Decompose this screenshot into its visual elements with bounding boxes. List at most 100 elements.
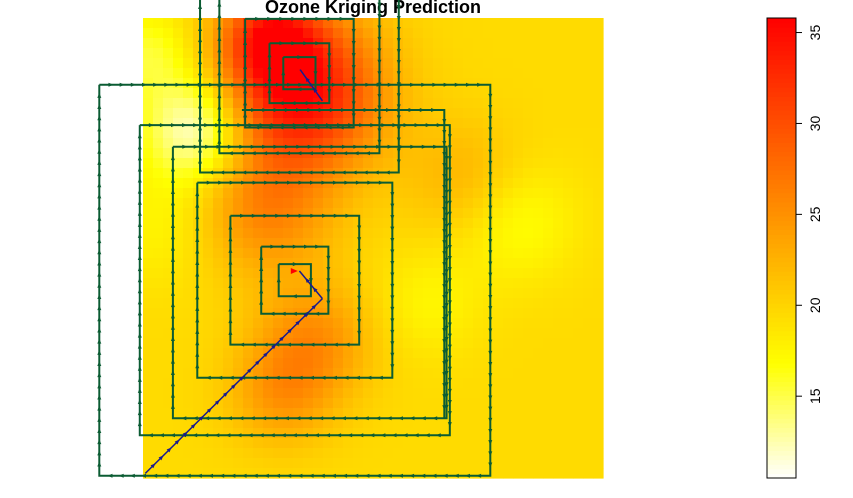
heatmap-cell bbox=[533, 38, 544, 49]
outer-frame-path-arrow bbox=[307, 144, 313, 149]
heatmap-cell bbox=[253, 228, 264, 239]
lower-spiral-ring-arrow bbox=[97, 383, 102, 389]
heatmap-cell bbox=[483, 88, 494, 99]
lower-spiral-ring-arrow bbox=[314, 311, 320, 316]
heatmap-cell bbox=[463, 238, 474, 249]
heatmap-cell bbox=[263, 438, 274, 449]
colorbar-swatch bbox=[767, 41, 796, 47]
heatmap-cell bbox=[513, 138, 524, 149]
heatmap-cell bbox=[493, 328, 504, 339]
heatmap-cell bbox=[593, 358, 604, 369]
heatmap-cell bbox=[143, 188, 154, 199]
lower-spiral-ring-arrow bbox=[390, 272, 395, 278]
heatmap-cell bbox=[493, 418, 504, 429]
upper-spiral-ring-arrow bbox=[338, 125, 344, 130]
heatmap-cell bbox=[213, 288, 224, 299]
heatmap-cell bbox=[503, 28, 514, 39]
lower-spiral-ring-arrow bbox=[447, 289, 452, 295]
approach-line-arrow bbox=[182, 431, 188, 437]
heatmap-cell bbox=[553, 48, 564, 59]
lower-spiral-ring-arrow bbox=[291, 433, 297, 438]
upper-frame-path-arrow bbox=[442, 394, 447, 400]
lower-spiral-ring-arrow bbox=[147, 433, 153, 438]
heatmap-cell bbox=[553, 118, 564, 129]
heatmap-grid bbox=[143, 18, 604, 479]
heatmap-cell bbox=[343, 68, 354, 79]
heatmap-cell bbox=[223, 108, 234, 119]
colorbar-swatch bbox=[767, 326, 796, 332]
heatmap-cell bbox=[193, 438, 204, 449]
heatmap-cell bbox=[483, 158, 494, 169]
heatmap-cell bbox=[223, 368, 234, 379]
lower-spiral-ring-arrow bbox=[236, 433, 242, 438]
lower-spiral-ring-arrow bbox=[97, 349, 102, 355]
upper-spiral-ring-arrow bbox=[396, 60, 401, 66]
colorbar-swatch bbox=[767, 395, 796, 401]
upper-spiral-ring-arrow bbox=[396, 159, 401, 165]
heatmap-cell bbox=[223, 278, 234, 289]
heatmap-cell bbox=[523, 358, 534, 369]
heatmap-cell bbox=[163, 288, 174, 299]
heatmap-cell bbox=[373, 38, 384, 49]
lower-spiral-ring-arrow bbox=[403, 123, 409, 128]
heatmap-cell bbox=[533, 278, 544, 289]
heatmap-cell bbox=[213, 98, 224, 109]
heatmap-cell bbox=[463, 328, 474, 339]
lower-spiral-ring-arrow bbox=[231, 82, 237, 87]
heatmap-cell bbox=[563, 358, 574, 369]
colorbar-swatch bbox=[767, 202, 796, 208]
lower-spiral-ring-arrow bbox=[488, 227, 493, 233]
lower-spiral-ring-arrow bbox=[447, 333, 452, 339]
heatmap-cell bbox=[463, 388, 474, 399]
lower-spiral-ring-arrow bbox=[447, 377, 452, 383]
heatmap-cell bbox=[153, 398, 164, 409]
heatmap-cell bbox=[573, 358, 584, 369]
lower-spiral-ring-arrow bbox=[414, 123, 420, 128]
heatmap-cell bbox=[483, 378, 494, 389]
heatmap-cell bbox=[373, 278, 384, 289]
heatmap-cell bbox=[213, 268, 224, 279]
heatmap-cell bbox=[343, 438, 354, 449]
heatmap-cell bbox=[203, 158, 214, 169]
lower-spiral-ring-arrow bbox=[276, 277, 281, 283]
heatmap-cell bbox=[513, 288, 524, 299]
heatmap-cell bbox=[353, 408, 364, 419]
heatmap-cell bbox=[263, 448, 274, 459]
heatmap-cell bbox=[353, 418, 364, 429]
heatmap-cell bbox=[313, 338, 324, 349]
heatmap-cell bbox=[433, 208, 444, 219]
colorbar-swatch bbox=[767, 418, 796, 424]
upper-frame-path-arrow bbox=[442, 350, 447, 356]
lower-spiral-ring-arrow bbox=[488, 361, 493, 367]
heatmap-cell bbox=[143, 458, 154, 469]
heatmap-cell bbox=[333, 328, 344, 339]
outer-frame-path-arrow bbox=[170, 222, 175, 228]
heatmap-cell bbox=[393, 348, 404, 359]
heatmap-cell bbox=[503, 338, 514, 349]
heatmap-cell bbox=[173, 158, 184, 169]
outer-frame-path-arrow bbox=[329, 416, 335, 421]
heatmap-cell bbox=[573, 28, 584, 39]
heatmap-cell bbox=[253, 28, 264, 39]
outer-frame-path-arrow bbox=[444, 325, 449, 331]
heatmap-cell bbox=[503, 288, 514, 299]
lower-spiral-ring-arrow bbox=[242, 82, 248, 87]
heatmap-cell bbox=[543, 398, 554, 409]
heatmap-cell bbox=[433, 188, 444, 199]
heatmap-cell bbox=[443, 68, 454, 79]
upper-spiral-ring-arrow bbox=[396, 126, 401, 132]
heatmap-cell bbox=[183, 168, 194, 179]
heatmap-cell bbox=[263, 58, 274, 69]
upper-frame-path-arrow bbox=[442, 119, 447, 125]
colorbar-swatch bbox=[767, 409, 796, 415]
heatmap-cell bbox=[383, 448, 394, 459]
heatmap-cell bbox=[153, 18, 164, 29]
heatmap-cell bbox=[493, 198, 504, 209]
heatmap-cell bbox=[253, 438, 264, 449]
heatmap-cell bbox=[223, 388, 234, 399]
upper-spiral-ring-arrow bbox=[396, 16, 401, 21]
lower-spiral-ring-arrow bbox=[488, 306, 493, 312]
heatmap-cell bbox=[523, 18, 534, 29]
heatmap-cell bbox=[183, 58, 194, 69]
lower-spiral-ring-arrow bbox=[367, 180, 373, 185]
